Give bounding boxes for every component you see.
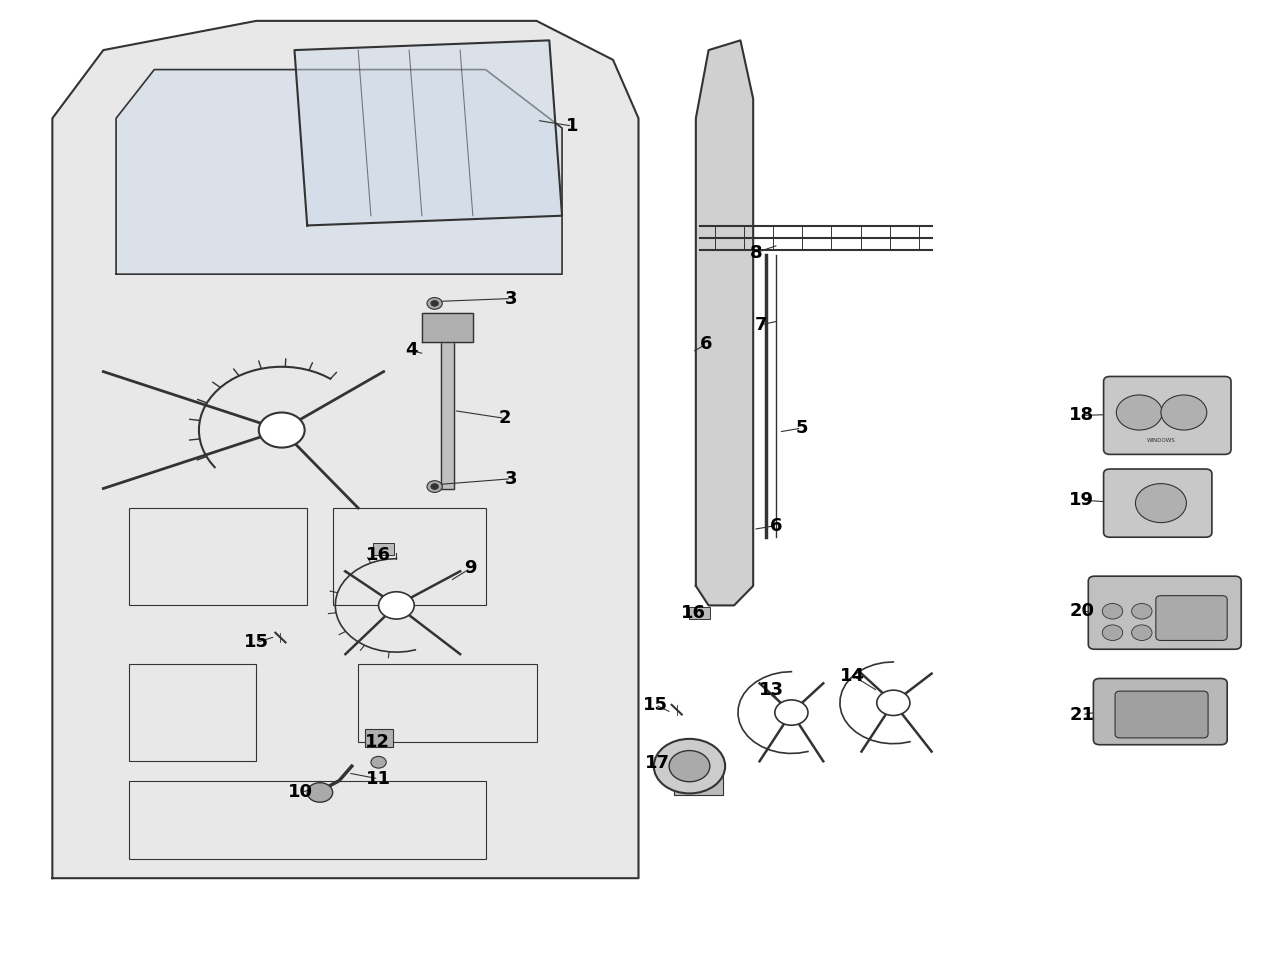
Circle shape: [427, 481, 442, 492]
Bar: [373, 543, 393, 555]
Circle shape: [877, 690, 911, 715]
Text: 16: 16: [681, 604, 706, 622]
Text: 21: 21: [1069, 705, 1094, 724]
Text: 11: 11: [366, 770, 391, 787]
Circle shape: [1102, 604, 1122, 619]
Text: 6: 6: [770, 517, 783, 534]
Circle shape: [1135, 484, 1186, 523]
Circle shape: [1161, 395, 1207, 430]
FancyBboxPatch shape: [1156, 596, 1227, 641]
FancyBboxPatch shape: [1103, 469, 1212, 537]
Circle shape: [1131, 625, 1152, 641]
Text: 8: 8: [750, 243, 762, 262]
Text: 6: 6: [700, 335, 713, 354]
Text: WINDOWS: WINDOWS: [1147, 438, 1175, 443]
Text: 3: 3: [504, 470, 517, 488]
Text: 18: 18: [1069, 406, 1094, 424]
Polygon shape: [116, 69, 562, 275]
Bar: [690, 608, 710, 619]
FancyBboxPatch shape: [1115, 691, 1208, 738]
Polygon shape: [52, 21, 638, 878]
Bar: [364, 729, 392, 746]
Polygon shape: [295, 40, 562, 226]
Circle shape: [308, 783, 333, 802]
FancyBboxPatch shape: [1093, 678, 1227, 744]
Text: 12: 12: [365, 733, 389, 750]
Text: 15: 15: [244, 633, 268, 652]
Text: 4: 4: [405, 341, 418, 360]
Circle shape: [259, 412, 305, 447]
Circle shape: [370, 756, 386, 768]
Circle shape: [1131, 604, 1152, 619]
Text: 15: 15: [642, 696, 668, 714]
Text: 14: 14: [840, 666, 865, 685]
Text: 3: 3: [504, 289, 517, 308]
Circle shape: [1116, 395, 1162, 430]
Text: 7: 7: [755, 316, 767, 334]
Bar: [674, 776, 723, 795]
Circle shape: [430, 301, 438, 307]
Circle shape: [427, 298, 442, 310]
Circle shape: [430, 484, 438, 489]
Text: 5: 5: [796, 419, 808, 437]
Text: 10: 10: [289, 784, 313, 801]
Text: 9: 9: [464, 560, 476, 577]
Circle shape: [378, 592, 414, 619]
Bar: [358, 663, 536, 742]
Circle shape: [669, 750, 710, 782]
Text: 1: 1: [566, 117, 578, 135]
Polygon shape: [441, 332, 453, 488]
Polygon shape: [696, 40, 753, 606]
Bar: [129, 781, 485, 859]
Bar: [129, 508, 308, 606]
FancyBboxPatch shape: [1103, 376, 1231, 454]
Text: 13: 13: [759, 681, 784, 700]
Text: 17: 17: [645, 754, 670, 772]
Bar: [333, 508, 485, 606]
Circle shape: [654, 739, 725, 793]
Text: 19: 19: [1069, 491, 1094, 509]
Circle shape: [1102, 625, 1122, 641]
Text: 20: 20: [1069, 602, 1094, 620]
Polygon shape: [421, 314, 472, 342]
Text: 2: 2: [498, 409, 511, 427]
Circle shape: [775, 700, 808, 725]
Text: 16: 16: [366, 546, 391, 564]
FancyBboxPatch shape: [1088, 576, 1241, 650]
Bar: [129, 663, 257, 761]
